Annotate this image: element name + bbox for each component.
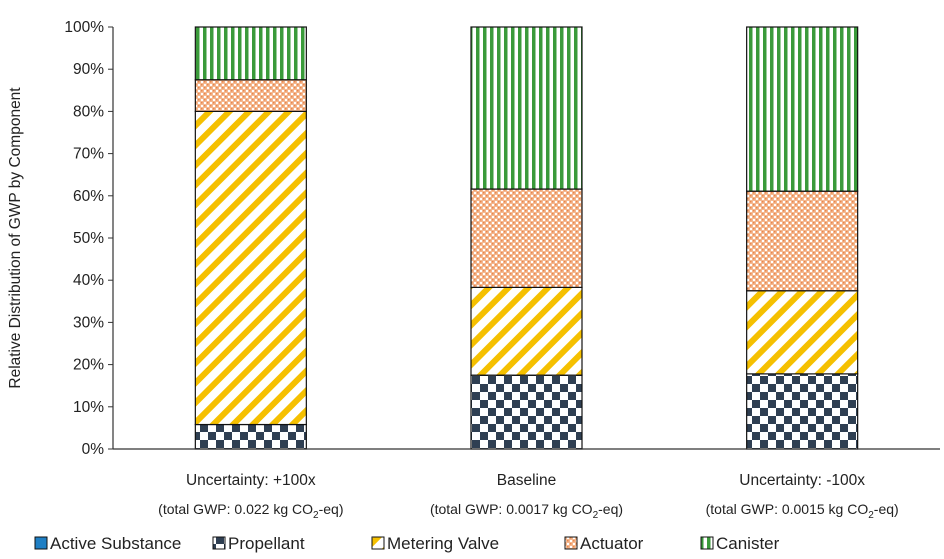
bar-segment-metering-valve	[746, 290, 859, 375]
bar-segment-actuator	[194, 79, 307, 112]
legend-swatch-propellant	[212, 536, 226, 550]
bar-segment-canister	[746, 26, 859, 192]
x-category-label: Uncertainty: -100x	[739, 472, 865, 489]
x-category-label: Baseline	[497, 472, 556, 489]
bars-group	[194, 26, 859, 450]
bar-segment-canister	[470, 26, 583, 190]
x-category-total-label: (total GWP: 0.0015 kg CO2-eq)	[706, 501, 899, 521]
bar-segment-propellant	[194, 423, 307, 450]
y-tick-label: 40%	[73, 272, 104, 289]
legend-swatch-actuator	[564, 536, 578, 550]
y-tick-label: 10%	[73, 399, 104, 416]
x-category-total-label: (total GWP: 0.022 kg CO2-eq)	[158, 501, 343, 521]
legend-label: Canister	[716, 534, 780, 553]
bar-segment-metering-valve	[470, 286, 583, 376]
y-tick-label: 0%	[82, 441, 105, 458]
legend-label: Active Substance	[50, 534, 181, 553]
legend-label: Propellant	[228, 534, 305, 553]
legend: Active Substance Propellant Metering Valve…	[34, 534, 780, 553]
legend-swatch-metering-valve	[371, 536, 385, 550]
y-tick-label: 80%	[73, 103, 104, 120]
y-tick-label: 70%	[73, 146, 104, 163]
y-tick-label: 20%	[73, 357, 104, 374]
bar-segment-canister	[194, 26, 307, 81]
axes	[112, 27, 940, 450]
y-tick-label: 30%	[73, 314, 104, 331]
x-axis-labels: Uncertainty: +100x (total GWP: 0.022 kg C…	[158, 472, 899, 521]
legend-swatch-active-substance	[34, 536, 48, 550]
y-tick-label: 50%	[73, 230, 104, 247]
x-category-total-label: (total GWP: 0.0017 kg CO2-eq)	[430, 501, 623, 521]
x-category-label: Uncertainty: +100x	[186, 472, 316, 489]
y-axis-label: Relative Distribution of GWP by Componen…	[7, 87, 24, 389]
y-tick-label: 90%	[73, 61, 104, 78]
y-tick-label: 60%	[73, 188, 104, 205]
legend-label: Metering Valve	[387, 534, 499, 553]
bar-segment-metering-valve	[194, 110, 307, 426]
bar-segment-actuator	[746, 190, 859, 292]
bar-segment-propellant	[746, 373, 859, 450]
bar-segment-propellant	[470, 374, 583, 450]
legend-swatch-canister	[700, 536, 714, 550]
bar-segment-actuator	[470, 188, 583, 288]
y-tick-label: 100%	[64, 19, 104, 36]
legend-label: Actuator	[580, 534, 644, 553]
y-axis-ticks: 0% 10% 20% 30% 40% 50% 60% 70% 80% 90% 100%	[64, 19, 113, 458]
